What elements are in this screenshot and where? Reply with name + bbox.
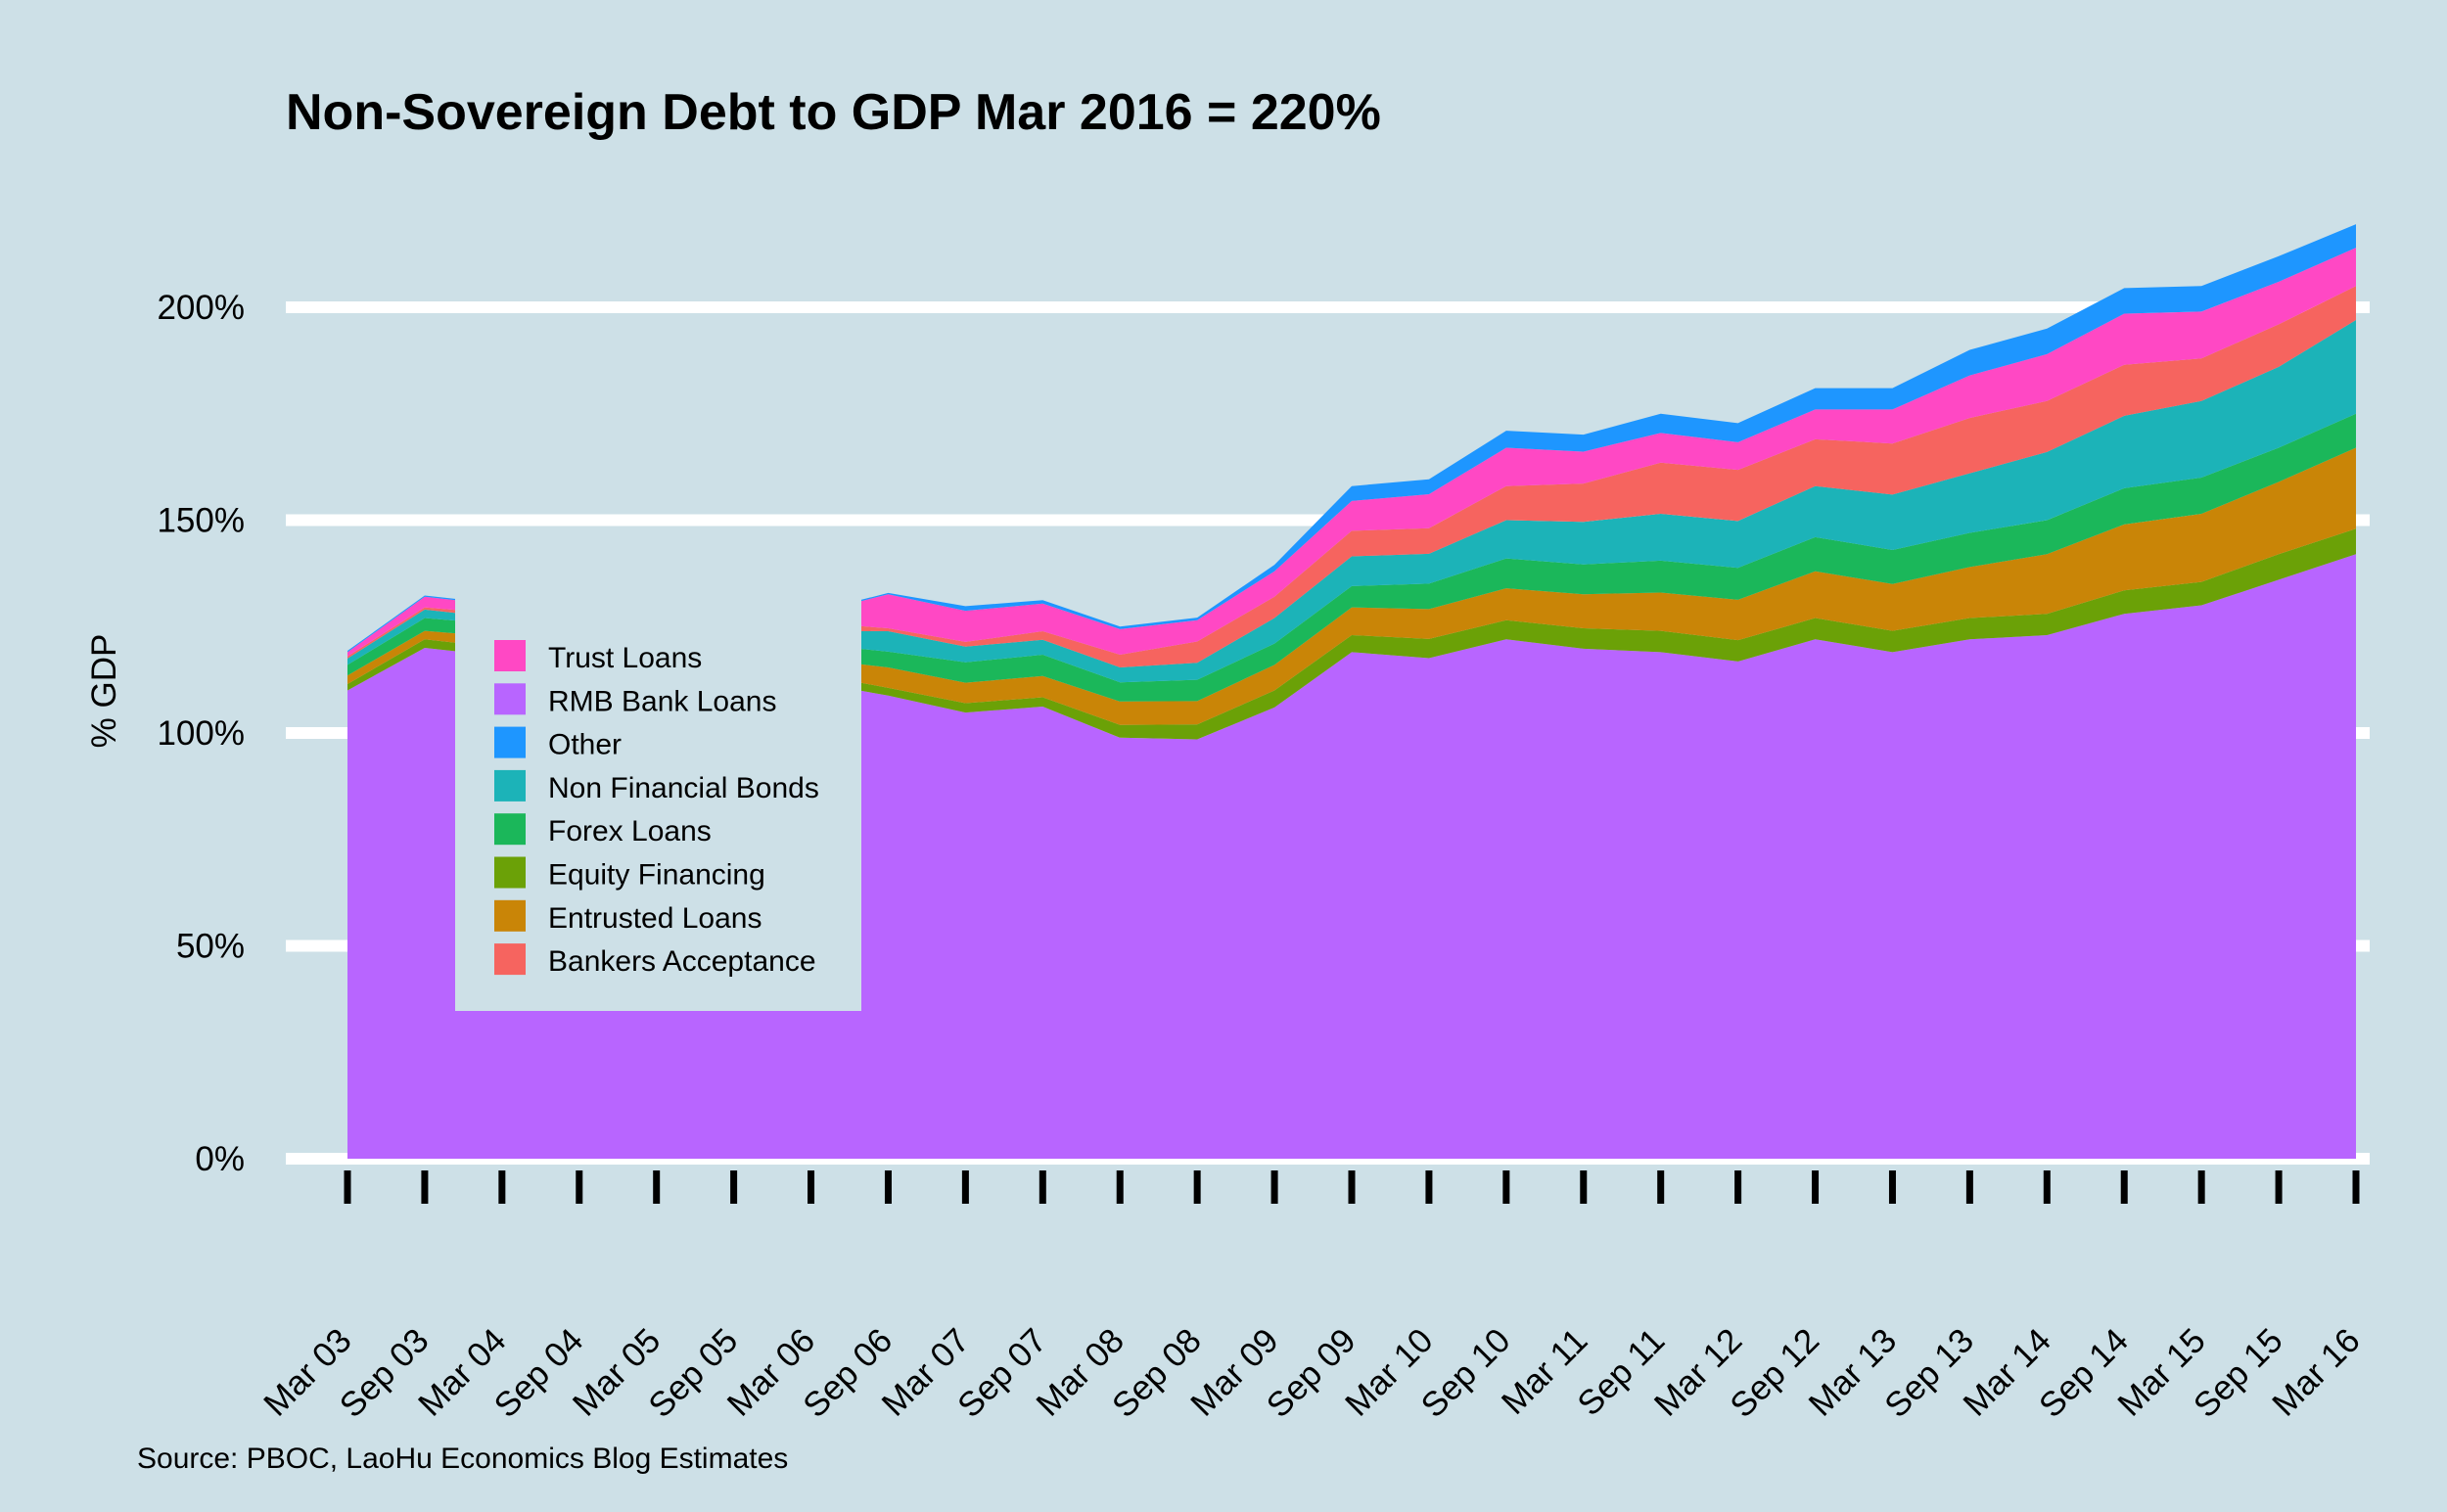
y-tick-label: 100%: [157, 714, 245, 753]
y-axis-label: % GDP: [85, 634, 123, 749]
area: [347, 447, 2356, 725]
legend-label: Equity Financing: [548, 859, 765, 892]
legend-label: Non Financial Bonds: [548, 772, 819, 804]
y-tick-label: 50%: [176, 928, 245, 966]
legend-swatch: [494, 943, 526, 976]
legend-swatch: [494, 726, 526, 758]
legend-label: Other: [548, 729, 622, 761]
area: [347, 286, 2356, 668]
source-note: Source: PBOC, LaoHu Economics Blog Estim…: [137, 1443, 788, 1475]
legend-swatch: [494, 856, 526, 889]
area: [347, 413, 2356, 702]
legend-label: Entrusted Loans: [548, 902, 762, 935]
legend-swatch: [494, 683, 526, 715]
legend-label: Bankers Acceptance: [548, 945, 816, 978]
y-tick-label: 150%: [157, 502, 245, 540]
legend-label: RMB Bank Loans: [548, 685, 776, 717]
y-tick-label: 200%: [157, 289, 245, 327]
legend-label: Forex Loans: [548, 815, 712, 848]
area: [347, 320, 2356, 683]
y-tick-label: 0%: [195, 1140, 245, 1178]
chart-title: Non-Sovereign Debt to GDP Mar 2016 = 220…: [286, 84, 1381, 141]
legend-swatch: [494, 640, 526, 671]
legend-label: Trust Loans: [548, 642, 702, 674]
legend-swatch: [494, 769, 526, 802]
legend-swatch: [494, 813, 526, 846]
legend-swatch: [494, 899, 526, 932]
